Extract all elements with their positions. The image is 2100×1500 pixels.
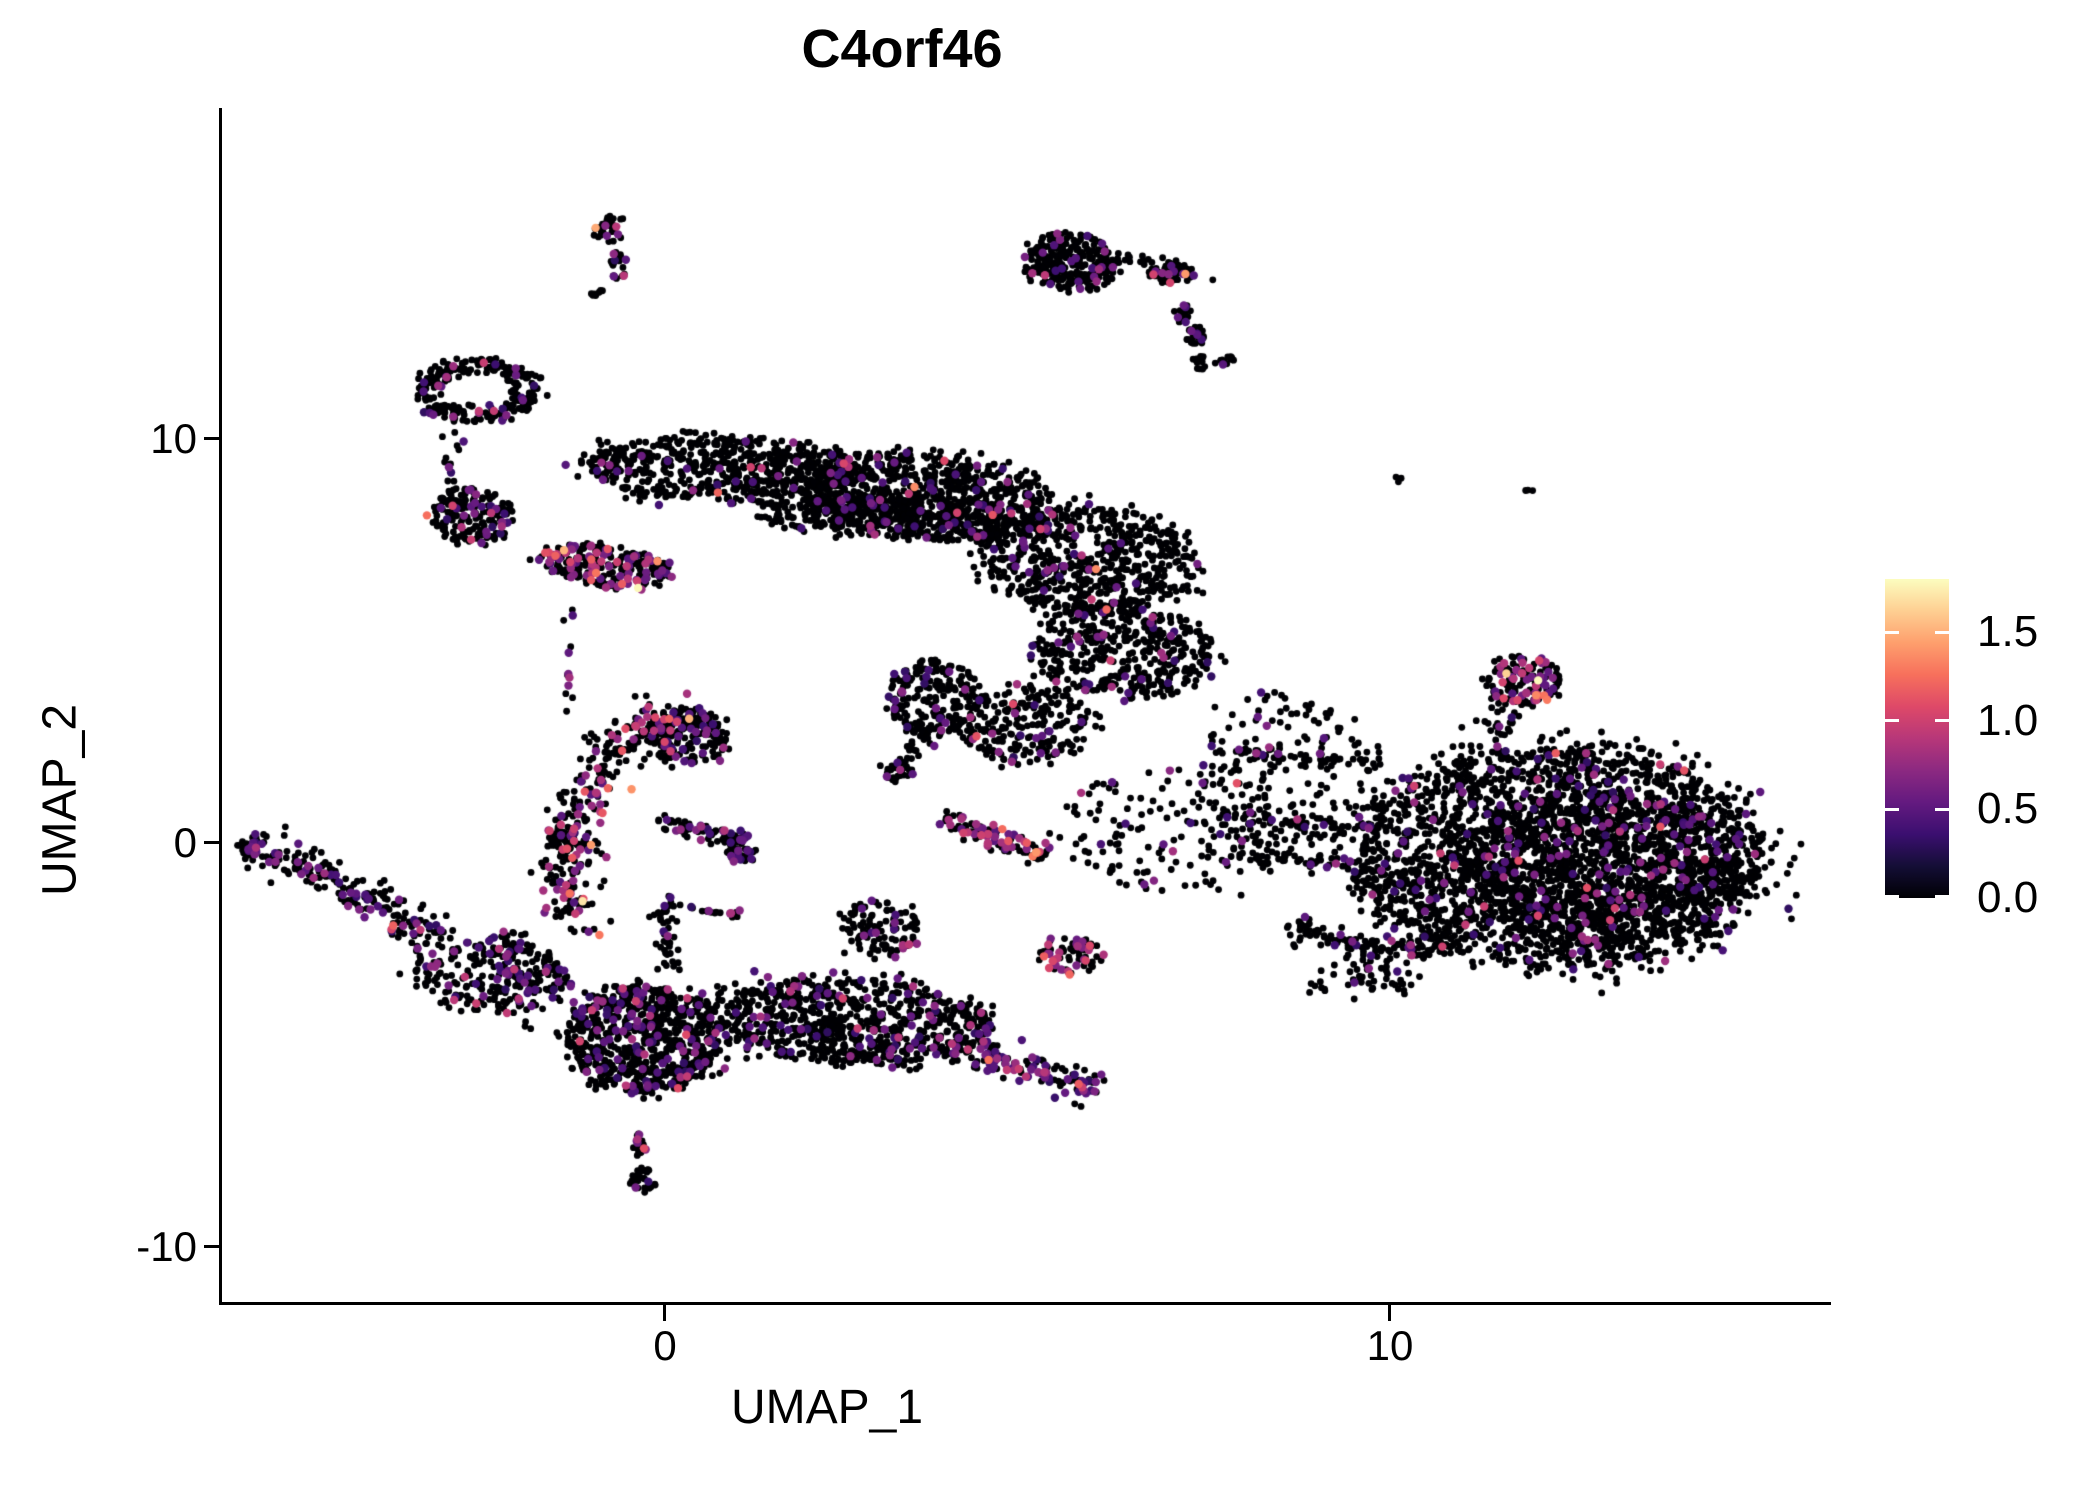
- colorbar-label-0-5: 0.5: [1977, 784, 2039, 833]
- y-tick-neg10: [204, 1245, 220, 1248]
- colorbar-label-1-0: 1.0: [1977, 696, 2039, 745]
- x-tick-0: [663, 1305, 666, 1321]
- y-tick-label-10: 10: [150, 415, 197, 462]
- y-tick-10: [204, 437, 220, 440]
- colorbar-label-1-5: 1.5: [1977, 607, 2039, 656]
- colorbar-tick-mark: [1885, 807, 1899, 811]
- y-tick-label-neg10: -10: [136, 1223, 197, 1270]
- colorbar-tick-mark: [1885, 895, 1899, 898]
- colorbar-tick-mark: [1935, 719, 1949, 723]
- colorbar-tick-mark: [1935, 807, 1949, 811]
- plot-title: C4orf46: [801, 19, 1003, 79]
- colorbar-tick-mark: [1935, 630, 1949, 634]
- x-tick-label-10: 10: [1366, 1322, 1414, 1369]
- umap-scatter-canvas: [222, 110, 1828, 1302]
- expression-colorbar: [1885, 579, 1949, 898]
- colorbar-tick-mark: [1885, 630, 1899, 634]
- x-axis-title: UMAP_1: [730, 1381, 924, 1434]
- x-tick-10: [1388, 1305, 1391, 1321]
- y-axis-title: UMAP_2: [33, 703, 87, 897]
- colorbar-tick-mark: [1935, 895, 1949, 898]
- y-axis-line: [219, 108, 222, 1305]
- colorbar-tick-mark: [1885, 719, 1899, 723]
- x-tick-label-0: 0: [653, 1322, 677, 1369]
- y-tick-0: [204, 841, 220, 844]
- colorbar-label-0-0: 0.0: [1977, 873, 2039, 922]
- x-axis-line: [219, 1302, 1831, 1305]
- y-tick-label-0: 0: [173, 819, 197, 866]
